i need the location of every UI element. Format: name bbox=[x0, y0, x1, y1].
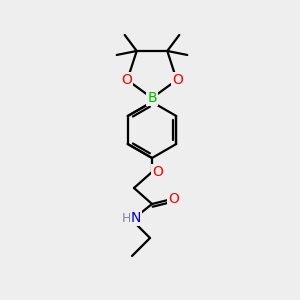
Text: N: N bbox=[131, 211, 141, 225]
Text: O: O bbox=[121, 73, 132, 87]
Text: O: O bbox=[172, 73, 183, 87]
Text: H: H bbox=[121, 212, 131, 224]
Text: O: O bbox=[153, 165, 164, 179]
Text: B: B bbox=[147, 91, 157, 105]
Text: O: O bbox=[169, 192, 179, 206]
